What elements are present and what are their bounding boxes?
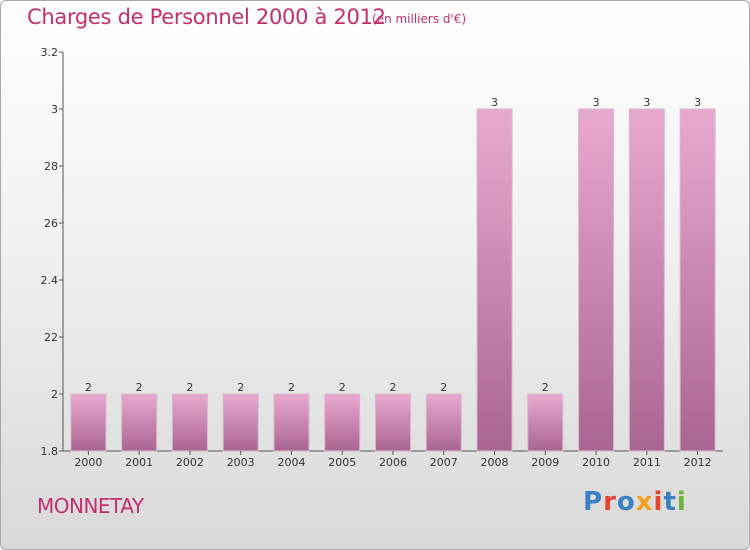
data-label-2011: 3 xyxy=(643,96,650,109)
proxiti-logo: Proxiti xyxy=(583,487,687,517)
bar-2011 xyxy=(628,108,665,452)
bar-2007 xyxy=(425,393,462,452)
chart-subtitle: (en milliers d'€) xyxy=(372,12,467,26)
y-tick-label: 28 xyxy=(44,160,58,173)
bar-2001 xyxy=(121,393,158,452)
x-tick-label-2000: 2000 xyxy=(74,456,102,469)
data-label-2004: 2 xyxy=(288,381,295,394)
y-tick-label: 22 xyxy=(44,331,58,344)
y-tick-label: 2 xyxy=(51,388,58,401)
bar-2005 xyxy=(324,393,361,452)
x-tick-label-2010: 2010 xyxy=(582,456,610,469)
logo-letter: o xyxy=(616,487,636,517)
y-tick-label: 3 xyxy=(51,103,58,116)
y-tick-label: 26 xyxy=(44,217,58,230)
y-tick-label: 1.8 xyxy=(41,445,59,458)
logo-letter: i xyxy=(676,487,687,517)
x-tick-label-2011: 2011 xyxy=(633,456,661,469)
data-label-2010: 3 xyxy=(593,96,600,109)
data-label-2006: 2 xyxy=(390,381,397,394)
data-label-2000: 2 xyxy=(85,381,92,394)
x-tick-label-2006: 2006 xyxy=(379,456,407,469)
bar-2000 xyxy=(70,393,107,452)
logo-letter: P xyxy=(583,487,604,517)
data-label-2002: 2 xyxy=(186,381,193,394)
bar-2009 xyxy=(527,393,564,452)
bar-2008 xyxy=(476,108,513,452)
x-tick-label-2004: 2004 xyxy=(277,456,305,469)
logo-letter: r xyxy=(603,487,617,517)
x-tick-label-2012: 2012 xyxy=(684,456,712,469)
logo-letter: i xyxy=(653,487,664,517)
bar-2002 xyxy=(171,393,208,452)
chart-title: Charges de Personnel 2000 à 2012 xyxy=(27,5,386,29)
data-label-2008: 3 xyxy=(491,96,498,109)
y-tick-label: 3.2 xyxy=(41,46,59,59)
bar-2003 xyxy=(222,393,259,452)
bar-2010 xyxy=(578,108,615,452)
bar-2012 xyxy=(679,108,716,452)
place-name: MONNETAY xyxy=(37,494,144,518)
x-tick-label-2007: 2007 xyxy=(430,456,458,469)
y-tick-label: 2.4 xyxy=(41,274,59,287)
data-label-2007: 2 xyxy=(440,381,447,394)
bar-2004 xyxy=(273,393,310,452)
bar-2006 xyxy=(375,393,411,452)
x-tick-label-2005: 2005 xyxy=(328,456,356,469)
data-label-2001: 2 xyxy=(136,381,143,394)
data-label-2012: 3 xyxy=(694,96,701,109)
x-tick-label-2008: 2008 xyxy=(481,456,509,469)
data-label-2009: 2 xyxy=(542,381,549,394)
data-label-2003: 2 xyxy=(237,381,244,394)
logo-letter: x xyxy=(635,487,654,517)
x-tick-label-2009: 2009 xyxy=(531,456,559,469)
x-tick-label-2003: 2003 xyxy=(227,456,255,469)
x-tick-label-2001: 2001 xyxy=(125,456,153,469)
data-label-2005: 2 xyxy=(339,381,346,394)
logo-letter: t xyxy=(663,487,677,517)
x-tick-label-2002: 2002 xyxy=(176,456,204,469)
